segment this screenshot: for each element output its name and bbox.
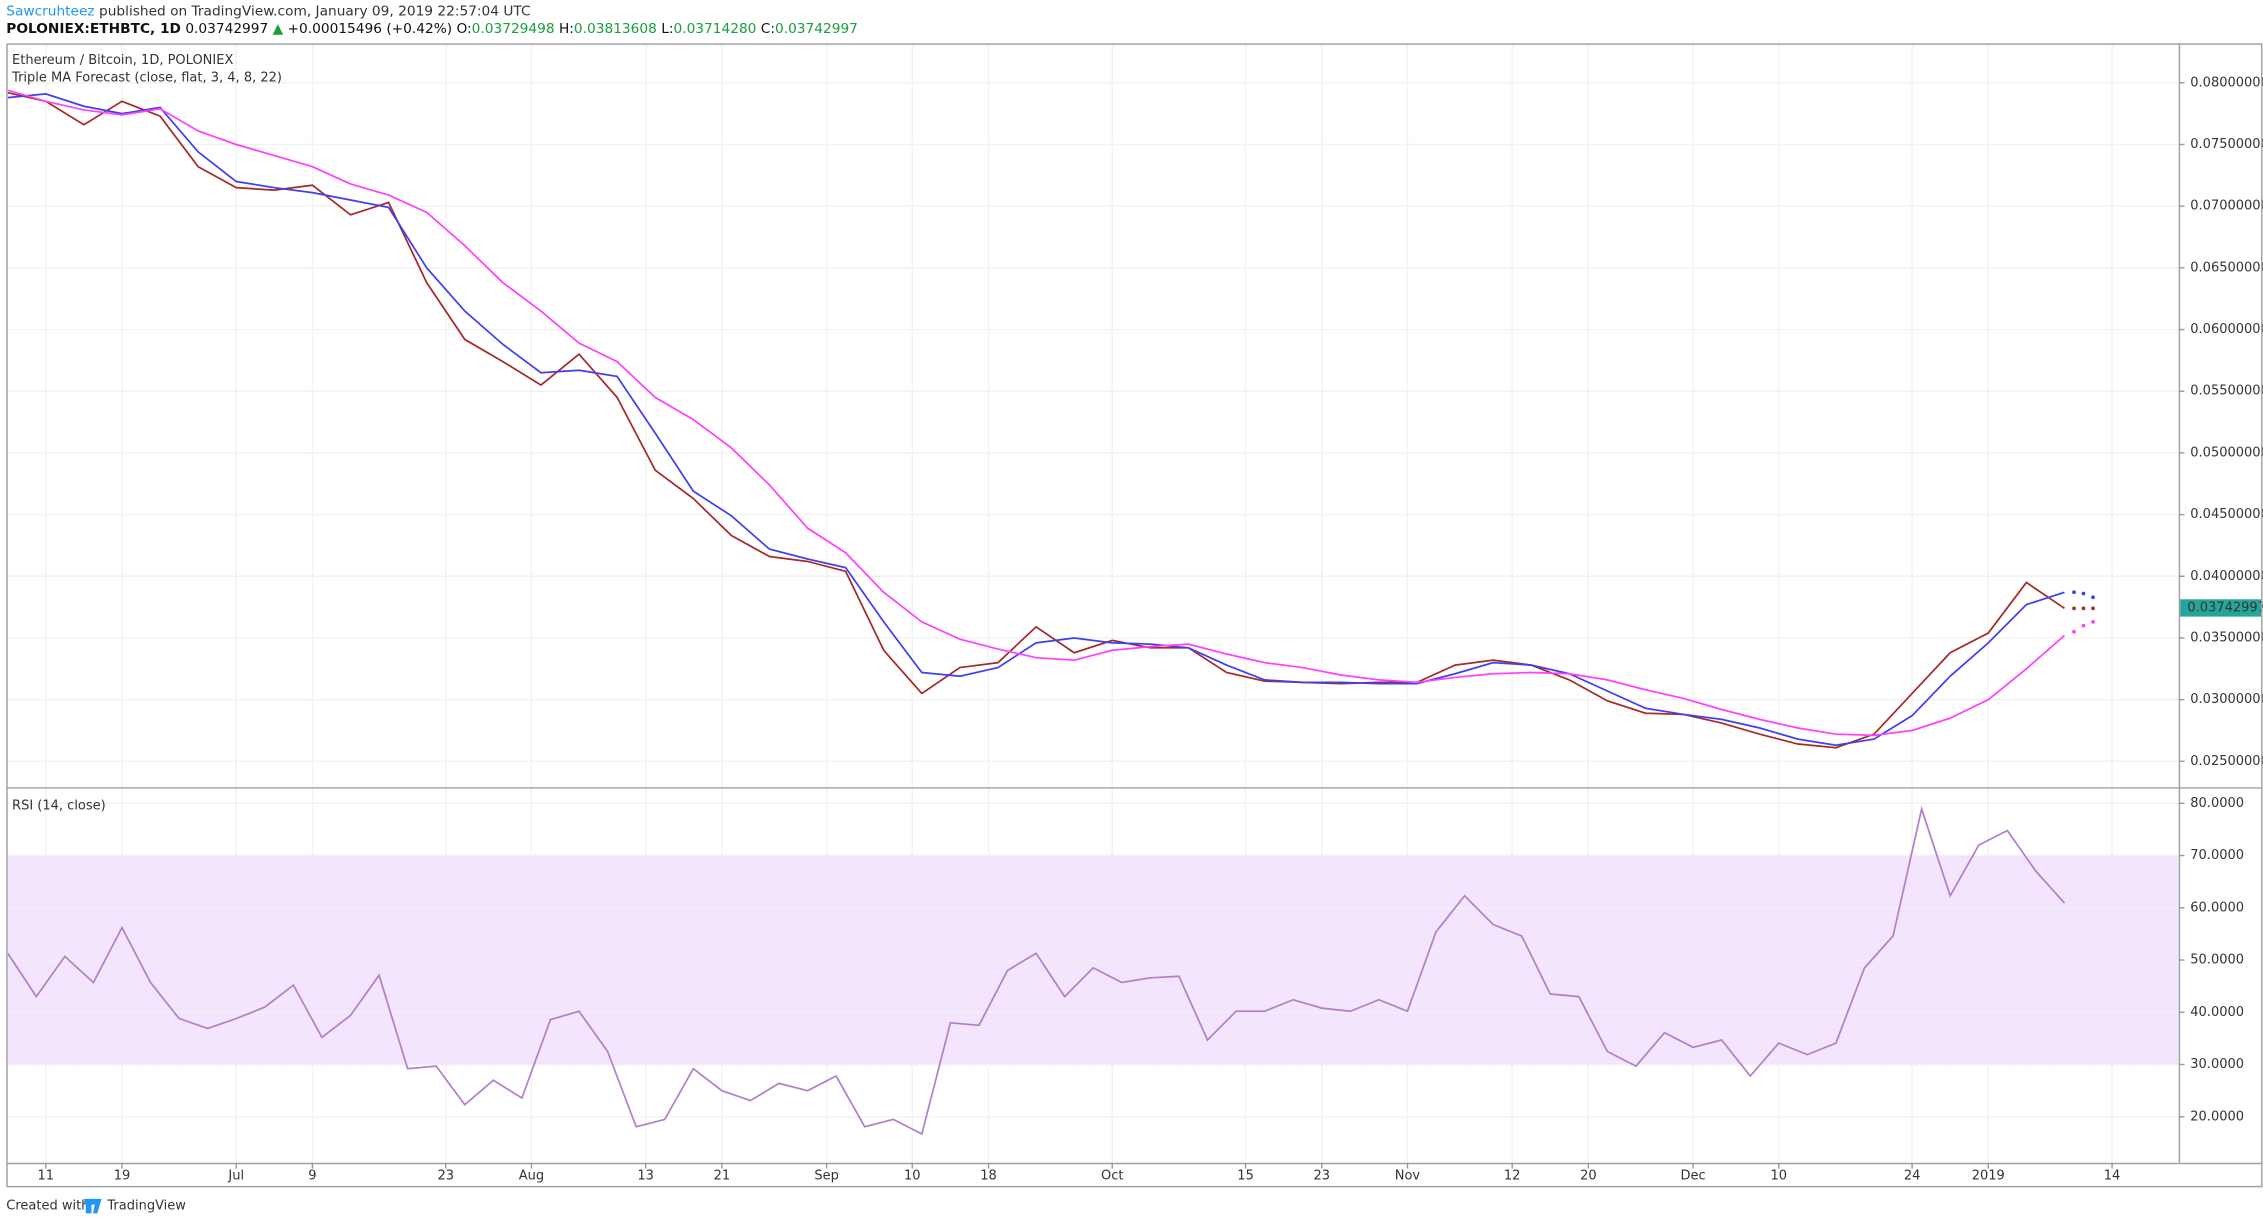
symbol-line: POLONIEX:ETHBTC, 1D 0.03742997 ▲ +0.0001… xyxy=(6,21,858,37)
x-tick-label: 10 xyxy=(1771,1168,1788,1183)
low: 0.03714280 xyxy=(673,21,756,37)
y-tick-label: 0.07000000 xyxy=(2190,199,2263,214)
x-tick-label: 18 xyxy=(980,1168,997,1183)
x-tick-label: Sep xyxy=(814,1168,839,1183)
x-tick-label: 15 xyxy=(1237,1168,1254,1183)
high-label: H: xyxy=(559,21,574,37)
y-tick-label: 0.05000000 xyxy=(2190,445,2263,460)
chart-frame xyxy=(6,43,2263,1188)
forecast-dot xyxy=(2081,606,2086,611)
x-tick-label: 20 xyxy=(1580,1168,1597,1183)
y-tick-label: 0.05500000 xyxy=(2190,384,2263,399)
y-tick-label: 0.06000000 xyxy=(2190,322,2263,337)
x-tick-label: Nov xyxy=(1395,1168,1421,1183)
indicator-title: Triple MA Forecast (close, flat, 3, 4, 8… xyxy=(11,71,282,86)
published: published on TradingView.com, January 09… xyxy=(99,4,531,20)
x-tick-label: 13 xyxy=(637,1168,654,1183)
footer-created: Created with xyxy=(6,1199,89,1214)
y-tick-label: 50.0000 xyxy=(2190,953,2244,968)
y-tick-label: 0.02500000 xyxy=(2190,754,2263,769)
main-title: Ethereum / Bitcoin, 1D, POLONIEX xyxy=(12,53,233,68)
chart-layer: 11 19 Jul 9 23 Aug 13 21 Sep 10 18 Oct 15 23 Nov 12 20 De… xyxy=(7,43,2263,1183)
forecast-dot xyxy=(2091,620,2095,624)
last-price-label: 0.03742997 xyxy=(2187,600,2263,615)
forecast-dot xyxy=(2091,606,2095,611)
brand-logo xyxy=(84,1198,102,1214)
close: 0.03742997 xyxy=(775,21,858,37)
y-tick-label: 0.08000000 xyxy=(2190,75,2263,90)
footer-brand[interactable]: TradingView xyxy=(84,1199,186,1214)
y-tick-label: 0.06500000 xyxy=(2190,260,2263,275)
y-tick-label: 0.03500000 xyxy=(2190,630,2263,645)
forecast-dot xyxy=(2081,591,2086,596)
line-series xyxy=(7,805,2066,1136)
last-price-box xyxy=(2180,599,2262,617)
y-tick-label: 30.0000 xyxy=(2190,1057,2244,1072)
x-tick-label: 10 xyxy=(904,1168,921,1183)
change: +0.00015496 (+0.42%) xyxy=(288,21,453,37)
line-series xyxy=(7,91,2065,749)
x-tick-label: 21 xyxy=(714,1168,731,1183)
pane-plot xyxy=(7,802,2179,1136)
pane-plot xyxy=(7,82,2179,763)
forecast-dot xyxy=(2081,623,2086,628)
low-label: L: xyxy=(661,21,673,37)
forecast-dot xyxy=(2072,590,2076,595)
symbol: POLONIEX:ETHBTC, 1D xyxy=(6,21,181,37)
arrow: ▲ xyxy=(273,21,284,37)
y-tick-label: 0.04000000 xyxy=(2190,569,2263,584)
line-series xyxy=(7,93,2065,747)
x-tick-label: Oct xyxy=(1101,1168,1123,1183)
x-tick-label: 23 xyxy=(1313,1168,1330,1183)
high: 0.03813608 xyxy=(574,21,657,37)
x-tick-label: 23 xyxy=(437,1168,454,1183)
y-tick-label: 0.07500000 xyxy=(2190,137,2263,152)
y-tick-label: 70.0000 xyxy=(2190,848,2244,863)
open-label: O: xyxy=(456,21,471,37)
line-series xyxy=(7,89,2066,737)
y-tick-label: 80.0000 xyxy=(2190,796,2244,811)
x-tick-label: 14 xyxy=(2104,1168,2121,1183)
last: 0.03742997 xyxy=(185,21,268,37)
x-tick-label: Dec xyxy=(1681,1168,1706,1183)
forecast-dot xyxy=(2072,606,2076,611)
y-tick-label: 0.03000000 xyxy=(2190,692,2263,707)
x-tick-label: 24 xyxy=(1904,1168,1921,1183)
brand-name: TradingView xyxy=(106,1199,186,1214)
rsi-title: RSI (14, close) xyxy=(12,799,106,814)
x-tick-label: 9 xyxy=(308,1168,316,1183)
publish-line: Sawcruhteez published on TradingView.com… xyxy=(6,4,530,20)
y-tick-label: 0.04500000 xyxy=(2190,507,2263,522)
x-tick-label: Jul xyxy=(227,1168,244,1183)
close-label: C: xyxy=(761,21,775,37)
y-tick-label: 40.0000 xyxy=(2190,1005,2244,1020)
author[interactable]: Sawcruhteez xyxy=(6,4,94,20)
forecast-dot xyxy=(2072,629,2076,634)
x-tick-label: 11 xyxy=(38,1168,55,1183)
forecast-dot xyxy=(2091,595,2095,600)
open: 0.03729498 xyxy=(472,21,555,37)
x-tick-label: 2019 xyxy=(1972,1168,2005,1183)
x-tick-label: Aug xyxy=(519,1168,544,1183)
x-tick-label: 12 xyxy=(1504,1168,1521,1183)
x-tick-label: 19 xyxy=(114,1168,131,1183)
y-tick-label: 20.0000 xyxy=(2190,1109,2244,1124)
y-tick-label: 60.0000 xyxy=(2190,900,2244,915)
